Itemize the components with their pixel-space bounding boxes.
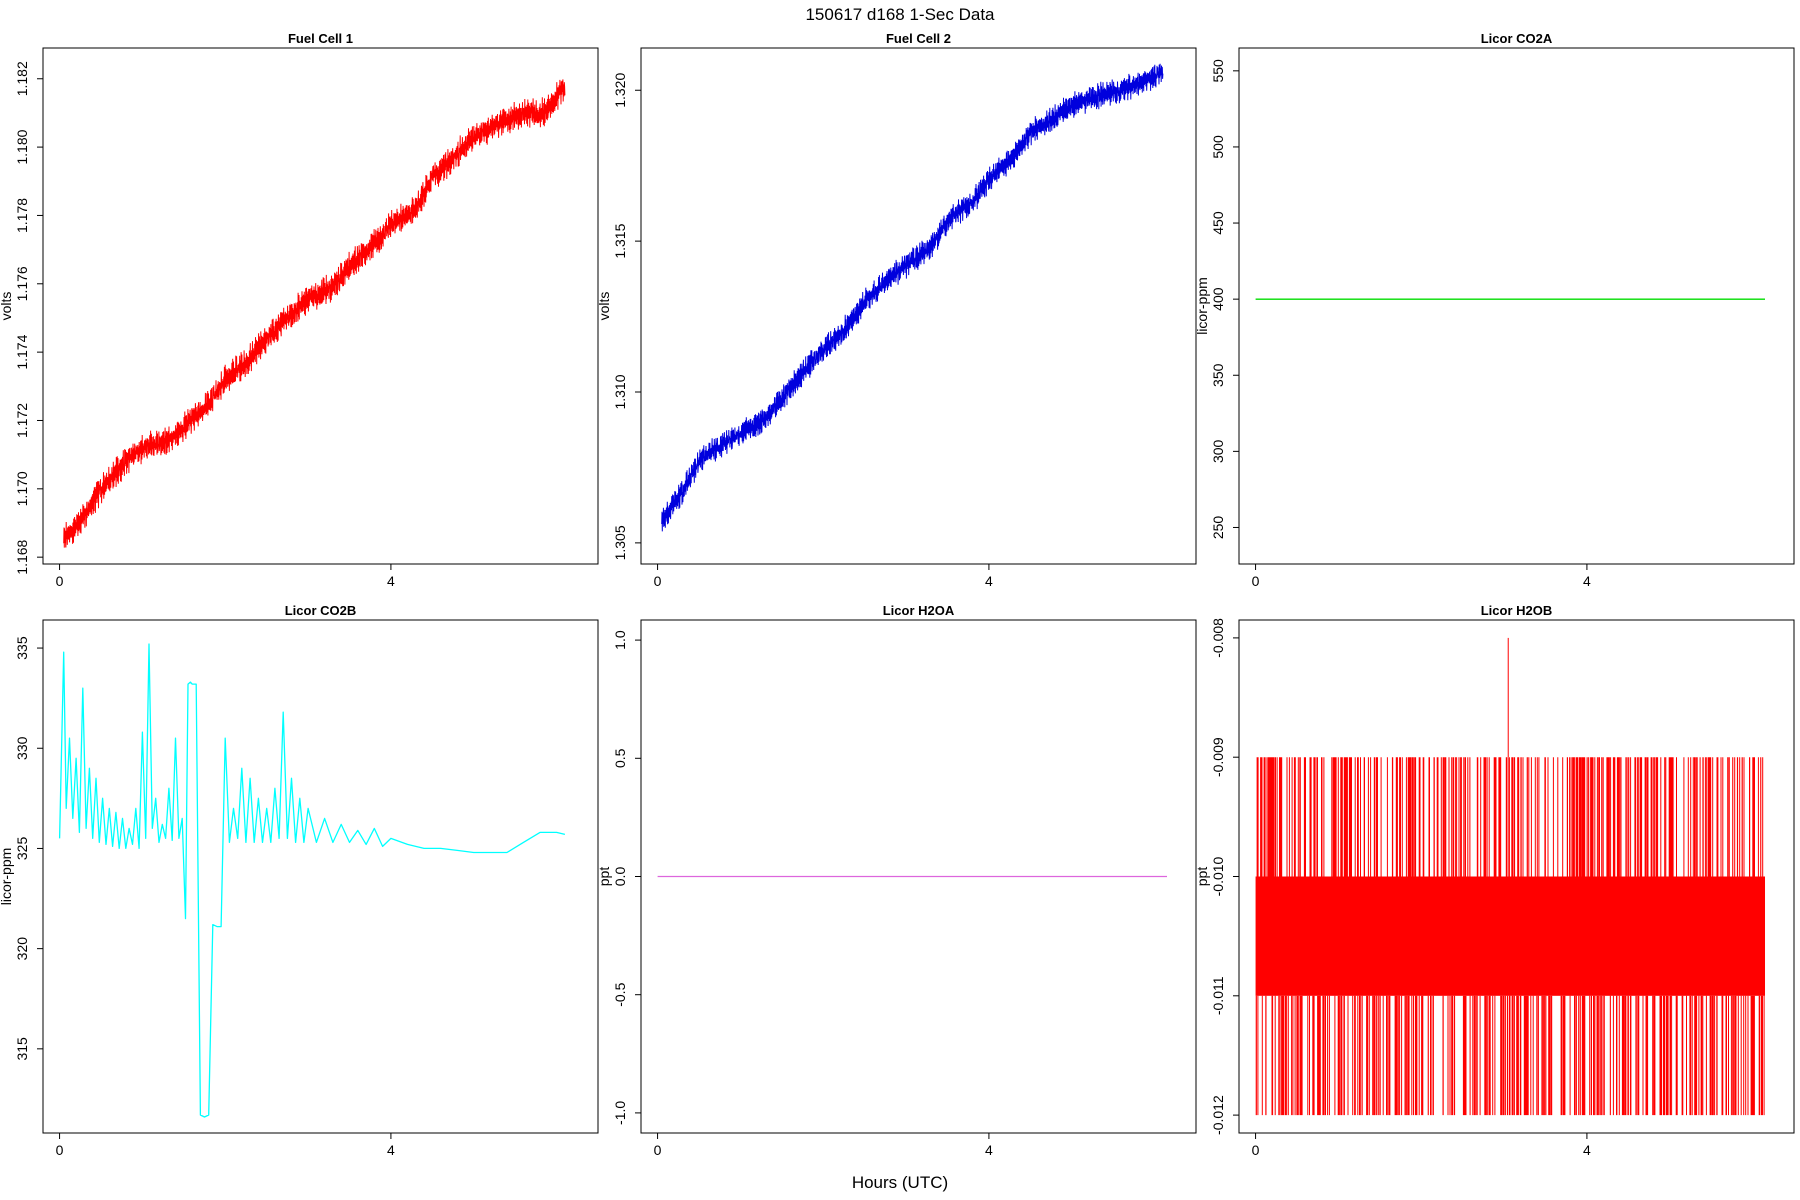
y-tick-label: 0.0	[612, 867, 628, 887]
x-tick-label: 0	[654, 1142, 662, 1158]
series-group	[63, 79, 566, 548]
y-axis-label: ppt	[596, 867, 612, 887]
panel-title: Licor CO2B	[285, 603, 357, 618]
x-tick-label: 4	[985, 573, 993, 589]
series-spikes	[1255, 757, 1765, 1116]
plot-frame	[1238, 47, 1795, 565]
y-tick-label: -0.5	[612, 982, 628, 1006]
panel-1: Fuel Cell 1 volts 0 4 1.168 1.170 1.172 1.174 1.…	[0, 31, 599, 589]
x-tick-label: 0	[56, 573, 64, 589]
x-tick-label: 4	[387, 573, 395, 589]
y-axis-label: volts	[596, 292, 612, 321]
x-tick-label: 4	[1583, 1142, 1591, 1158]
y-tick-label: 1.170	[14, 471, 30, 506]
y-axis-label: licor-ppm	[1194, 277, 1210, 335]
y-axis-label: licor-ppm	[0, 848, 14, 906]
y-tick-label: 1.176	[14, 266, 30, 301]
y-tick-label: 1.182	[14, 61, 30, 96]
y-axis-label: ppt	[1194, 867, 1210, 887]
x-tick-label: 0	[56, 1142, 64, 1158]
plot-frame	[640, 47, 1197, 565]
y-tick-label: 1.310	[612, 374, 628, 409]
plot-frame	[42, 47, 599, 565]
y-tick-label: -0.010	[1210, 856, 1226, 896]
panel-5: Licor H2OA ppt 0 4 -1.0 -0.5 0.0 0.5 1.0	[596, 603, 1197, 1158]
y-tick-label: 320	[14, 937, 30, 961]
panel-6: Licor H2OB ppt 0 4 -0.012 -0.011 -0.010 -0.009 -…	[1194, 603, 1795, 1158]
y-tick-label: 1.305	[612, 525, 628, 560]
y-tick-label: -0.012	[1210, 1095, 1226, 1135]
y-tick-label: 0.5	[612, 748, 628, 768]
y-tick-label: 450	[1210, 211, 1226, 235]
y-tick-label: 315	[14, 1037, 30, 1061]
panel-title: Fuel Cell 2	[886, 31, 951, 46]
y-tick-label: 300	[1210, 439, 1226, 463]
panel-title: Licor H2OB	[1481, 603, 1553, 618]
y-tick-label: 1.0	[612, 630, 628, 650]
y-tick-label: 335	[14, 636, 30, 660]
x-tick-label: 0	[654, 573, 662, 589]
y-tick-label: 325	[14, 837, 30, 861]
panel-title: Licor H2OA	[883, 603, 955, 618]
figure-title: 150617 d168 1-Sec Data	[805, 5, 995, 24]
plot-frame	[42, 619, 599, 1134]
y-tick-label: 250	[1210, 516, 1226, 540]
x-tick-label: 4	[985, 1142, 993, 1158]
panels: Fuel Cell 1 volts 0 4 1.168 1.170 1.172 1.174 1.…	[0, 31, 1795, 1158]
figure-x-axis-label: Hours (UTC)	[852, 1173, 948, 1192]
series-line	[63, 79, 566, 548]
y-tick-label: 1.178	[14, 198, 30, 233]
y-tick-label: 1.180	[14, 129, 30, 164]
y-tick-label: 1.168	[14, 539, 30, 574]
y-tick-label: 550	[1210, 59, 1226, 83]
y-tick-label: 1.174	[14, 334, 30, 369]
x-tick-label: 4	[1583, 573, 1591, 589]
y-tick-label: 1.172	[14, 403, 30, 438]
series-group	[661, 63, 1164, 532]
panel-title: Fuel Cell 1	[288, 31, 353, 46]
series-line	[58, 643, 566, 1118]
panel-3: Licor CO2A licor-ppm 0 4 250 300 350 400 450 500 5…	[1194, 31, 1795, 589]
y-tick-label: 400	[1210, 287, 1226, 311]
y-tick-label: 1.315	[612, 223, 628, 258]
series-band	[1255, 876, 1766, 996]
y-tick-label: 1.320	[612, 73, 628, 108]
panel-2: Fuel Cell 2 volts 0 4 1.305 1.310 1.315 1.320	[596, 31, 1197, 589]
y-tick-label: 350	[1210, 363, 1226, 387]
y-tick-label: -0.011	[1210, 976, 1226, 1015]
y-tick-label: -0.008	[1210, 618, 1226, 658]
y-tick-label: -0.009	[1210, 737, 1226, 777]
series-group	[58, 643, 566, 1118]
x-tick-label: 0	[1252, 1142, 1260, 1158]
y-tick-label: -1.0	[612, 1101, 628, 1125]
panel-title: Licor CO2A	[1481, 31, 1553, 46]
y-tick-label: 500	[1210, 135, 1226, 159]
x-tick-label: 4	[387, 1142, 395, 1158]
series-group	[1255, 637, 1766, 1116]
series-line	[661, 63, 1164, 532]
x-tick-label: 0	[1252, 573, 1260, 589]
y-tick-label: 330	[14, 736, 30, 760]
y-axis-label: volts	[0, 292, 14, 321]
panel-4: Licor CO2B licor-ppm 0 4 315 320 325 330 335	[0, 603, 599, 1158]
